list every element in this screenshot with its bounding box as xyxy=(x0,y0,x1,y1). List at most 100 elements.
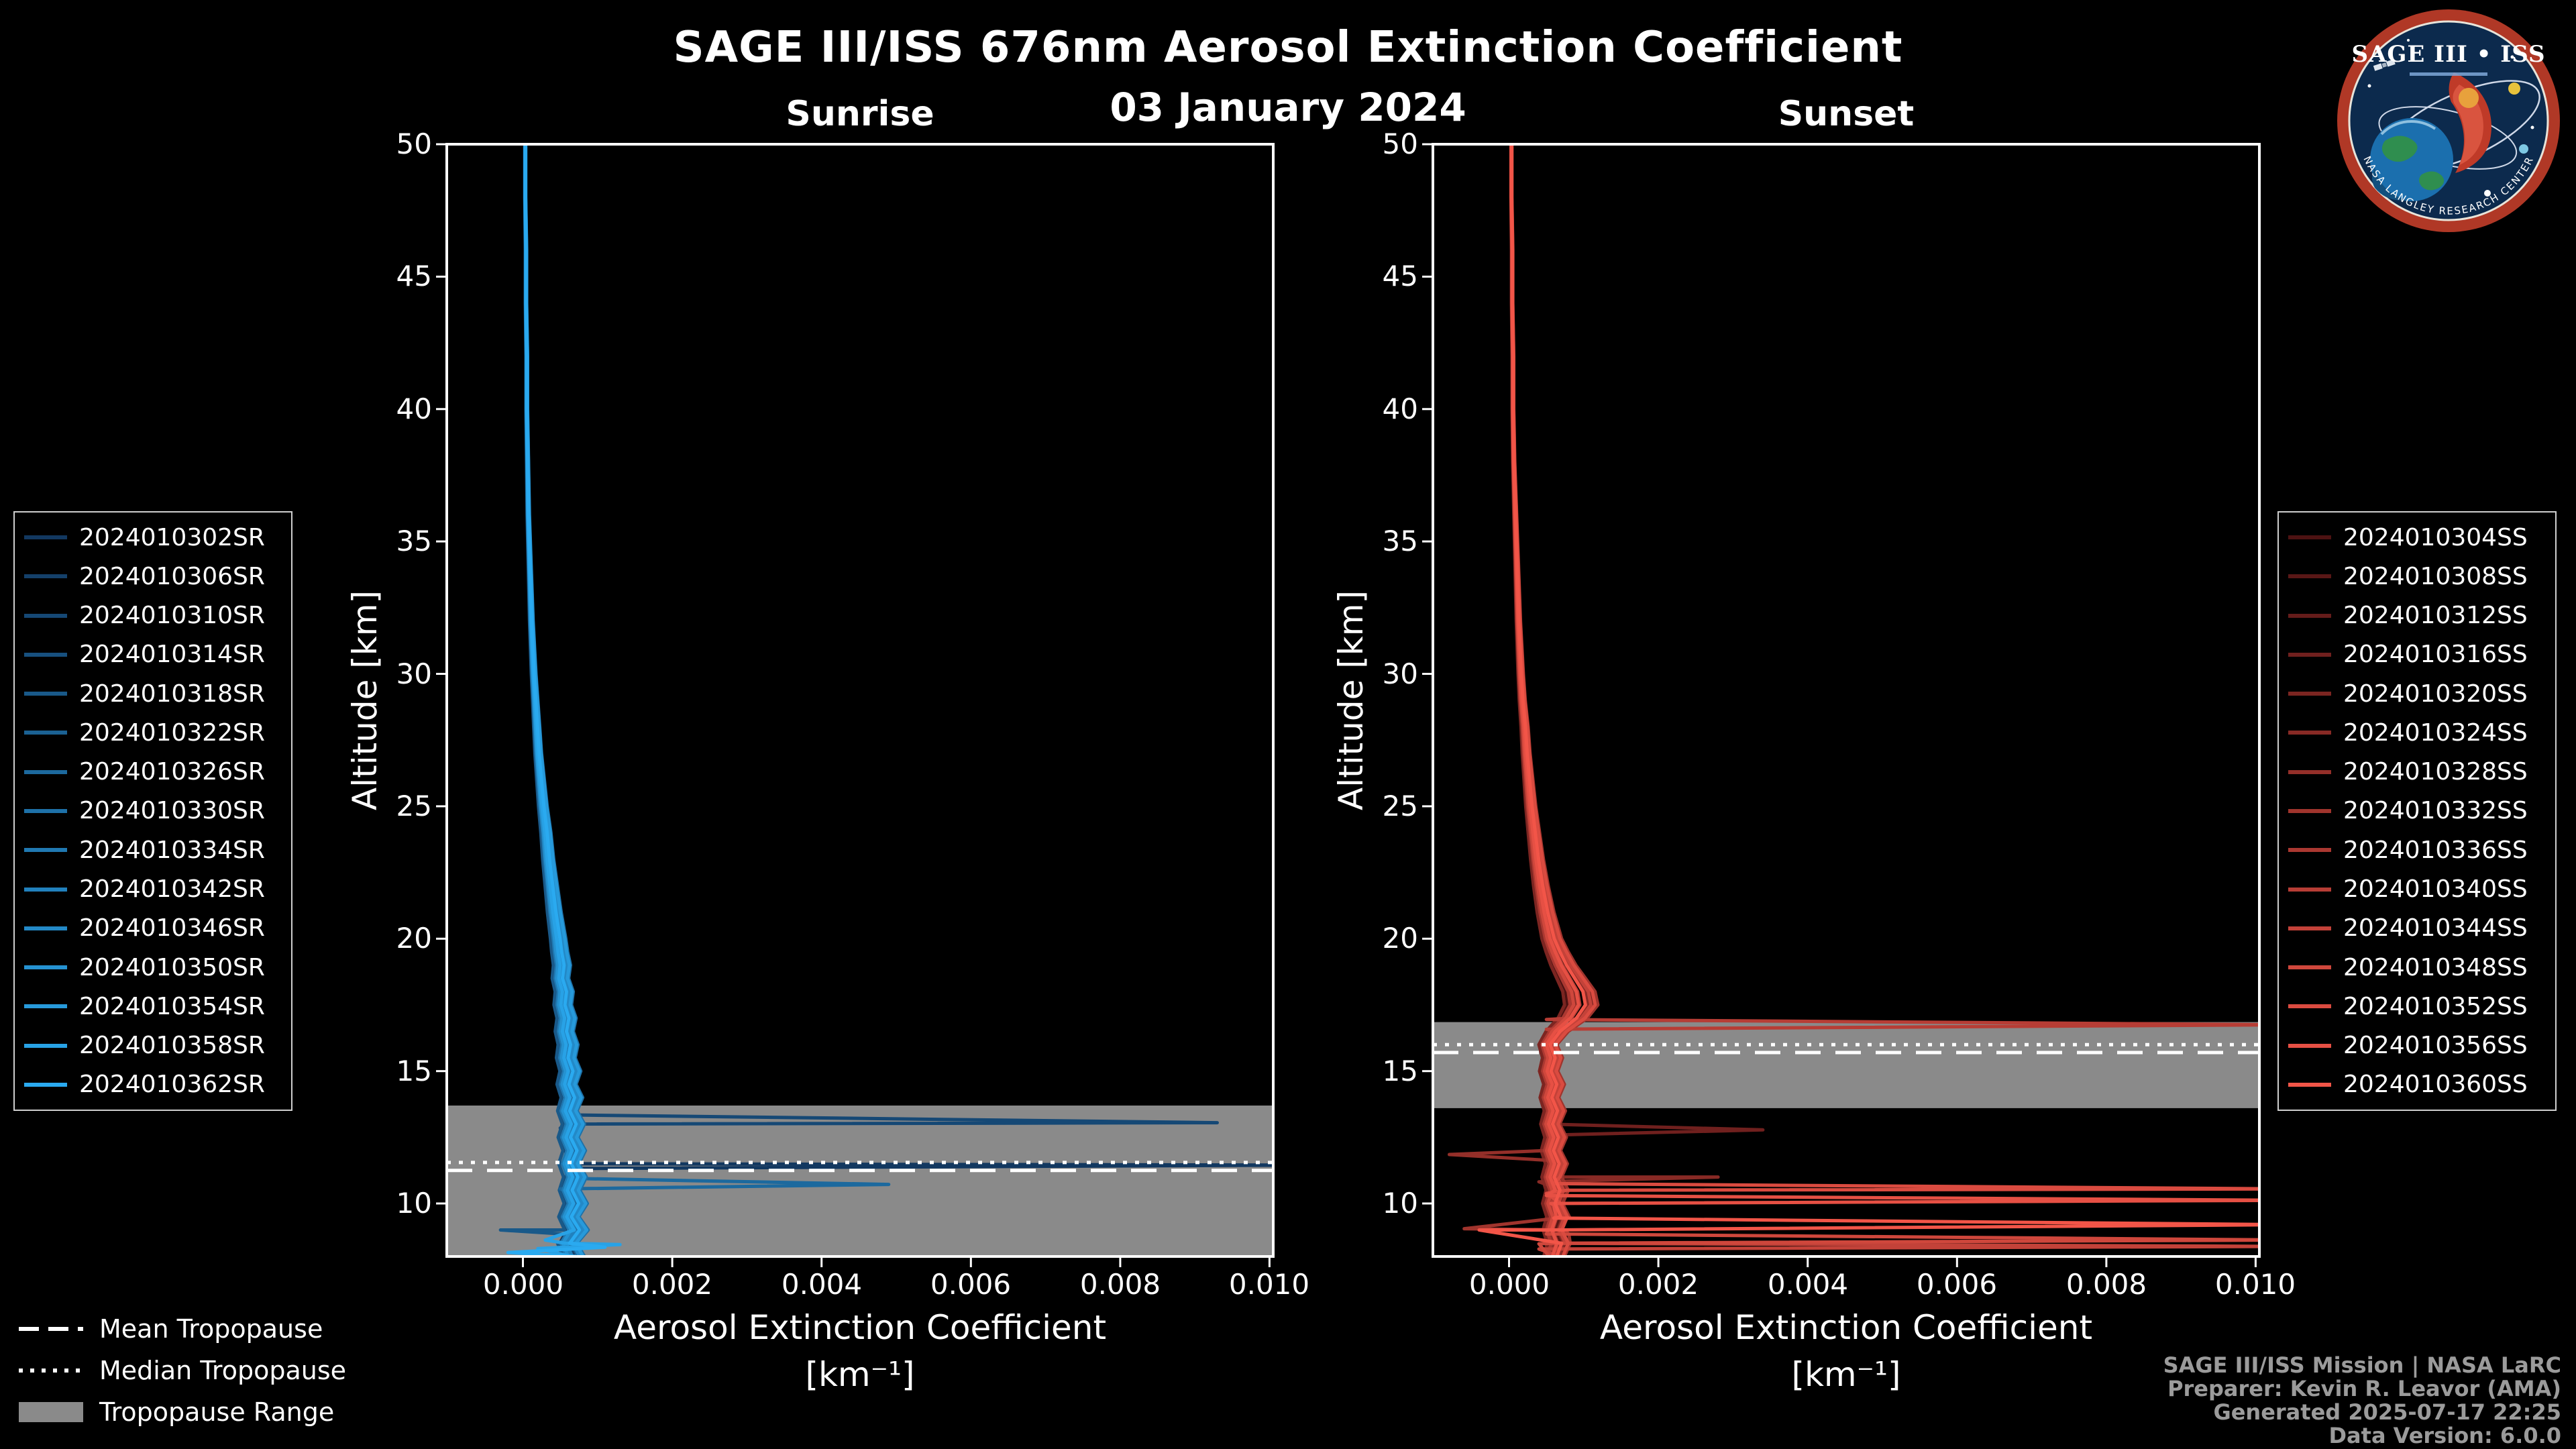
series-color-swatch xyxy=(24,535,67,540)
sunset-x-axis-units: [km⁻¹] xyxy=(1791,1355,1901,1394)
series-color-swatch xyxy=(2288,808,2331,813)
tropopause-range-swatch xyxy=(19,1402,83,1422)
series-label: 2024010346SR xyxy=(79,914,265,943)
y-tick-label: 10 xyxy=(396,1187,432,1220)
legend-item: 2024010354SR xyxy=(24,993,287,1020)
series-label: 2024010308SS xyxy=(2343,562,2528,590)
series-color-swatch xyxy=(24,731,67,735)
series-color-swatch xyxy=(24,1043,67,1048)
series-label: 2024010320SS xyxy=(2343,680,2528,708)
series-color-swatch xyxy=(24,652,67,657)
y-tick-label: 45 xyxy=(1382,260,1418,292)
series-color-swatch xyxy=(2288,692,2331,696)
legend-item: 2024010358SR xyxy=(24,1032,287,1059)
series-color-swatch xyxy=(24,769,67,774)
series-color-swatch xyxy=(2288,535,2331,540)
sage-iss-logo-svg: SAGE III • ISS • NASA LANGLEY RESEARCH C… xyxy=(2337,9,2560,232)
series-color-swatch xyxy=(2288,574,2331,579)
sunset-plot-svg xyxy=(1422,143,2261,1267)
median-tropopause-swatch xyxy=(19,1368,83,1373)
series-label: 2024010318SR xyxy=(79,680,265,708)
series-label: 2024010312SS xyxy=(2343,602,2528,630)
legend-item: 2024010356SS xyxy=(2288,1032,2551,1059)
legend-item: 2024010340SS xyxy=(2288,875,2551,903)
y-tick-label: 10 xyxy=(1382,1187,1418,1220)
sunrise-x-axis-label: Aerosol Extinction Coefficient xyxy=(613,1308,1107,1347)
y-tick-label: 40 xyxy=(1382,392,1418,425)
legend-item: 2024010346SR xyxy=(24,914,287,942)
series-color-swatch xyxy=(24,692,67,696)
y-tick-label: 20 xyxy=(1382,922,1418,955)
series-color-swatch xyxy=(2288,1004,2331,1009)
series-label: 2024010340SS xyxy=(2343,875,2528,904)
legend-item: 2024010326SR xyxy=(24,758,287,786)
legend-item: 2024010304SS xyxy=(2288,524,2551,551)
sage-iss-logo: SAGE III • ISS • NASA LANGLEY RESEARCH C… xyxy=(2333,5,2564,236)
sunrise-legend: 2024010302SR 2024010306SR 2024010310SR 2024… xyxy=(13,511,292,1111)
y-tick-label: 15 xyxy=(1382,1055,1418,1087)
series-label: 2024010334SR xyxy=(79,836,265,864)
series-label: 2024010356SS xyxy=(2343,1032,2528,1060)
legend-item: 2024010312SS xyxy=(2288,602,2551,629)
tropopause-range-label: Tropopause Range xyxy=(99,1397,335,1427)
plot-border xyxy=(445,143,1275,1258)
series-label: 2024010348SS xyxy=(2343,953,2528,981)
legend-item: 2024010322SR xyxy=(24,719,287,747)
series-label: 2024010304SS xyxy=(2343,523,2528,551)
logo-earth-icon xyxy=(2370,118,2453,201)
x-tick-label: 0.006 xyxy=(930,1268,1012,1301)
sunrise-plot-svg xyxy=(436,143,1275,1267)
x-tick-label: 0.004 xyxy=(781,1268,863,1301)
series-label: 2024010342SR xyxy=(79,875,265,904)
y-tick-label: 15 xyxy=(396,1055,432,1087)
x-tick-label: 0.010 xyxy=(2214,1268,2296,1301)
logo-subtitle-text-bar xyxy=(2410,72,2487,76)
sunset-y-axis-label: Altitude [km] xyxy=(1332,590,1371,810)
series-color-swatch xyxy=(2288,769,2331,774)
legend-item: 2024010344SS xyxy=(2288,914,2551,942)
series-color-swatch xyxy=(24,1004,67,1009)
series-label: 2024010350SR xyxy=(79,953,265,981)
y-tick-label: 50 xyxy=(1382,127,1418,160)
tropopause-range-legend-item: Tropopause Range xyxy=(19,1391,346,1433)
mean-tropopause-label: Mean Tropopause xyxy=(99,1314,323,1344)
series-label: 2024010330SR xyxy=(79,797,265,825)
series-label: 2024010328SS xyxy=(2343,758,2528,786)
series-color-swatch xyxy=(2288,731,2331,735)
logo-title: SAGE III • ISS xyxy=(2351,41,2545,68)
legend-item: 2024010314SR xyxy=(24,641,287,668)
credits: SAGE III/ISS Mission | NASA LaRC Prepare… xyxy=(2163,1354,2561,1448)
median-tropopause-label: Median Tropopause xyxy=(99,1356,346,1385)
legend-item: 2024010362SR xyxy=(24,1071,287,1098)
legend-item: 2024010352SS xyxy=(2288,993,2551,1020)
series-color-swatch xyxy=(24,1082,67,1087)
credits-data-version: Data Version: 6.0.0 xyxy=(2328,1423,2561,1448)
series-label: 2024010324SS xyxy=(2343,718,2528,747)
series-color-swatch xyxy=(2288,926,2331,930)
series-color-swatch xyxy=(24,965,67,970)
tropopause-range-band xyxy=(1433,1022,2259,1108)
series-label: 2024010358SR xyxy=(79,1032,265,1060)
legend-item: 2024010302SR xyxy=(24,524,287,551)
series-label: 2024010310SR xyxy=(79,602,265,630)
sunset-plot: 0.000 0.002 0.004 0.006 0.008 0.010 10 15 20 25 30… xyxy=(1383,128,2296,1301)
logo-sun-figure-icon xyxy=(2449,72,2491,173)
series-label: 2024010314SR xyxy=(79,641,265,669)
sunrise-panel-title: Sunrise xyxy=(786,94,934,134)
series-label: 2024010354SR xyxy=(79,992,265,1020)
legend-item: 2024010320SS xyxy=(2288,680,2551,708)
sunset-panel-title: Sunset xyxy=(1778,94,1915,134)
legend-item: 2024010336SS xyxy=(2288,837,2551,864)
credits-mission: SAGE III/ISS Mission | NASA LaRC xyxy=(2163,1352,2561,1378)
sunset-legend: 2024010304SS 2024010308SS 2024010312SS 2024… xyxy=(2277,511,2557,1111)
legend-item: 2024010332SS xyxy=(2288,797,2551,824)
logo-iss-icon xyxy=(2373,59,2396,71)
y-tick-label: 50 xyxy=(396,127,432,160)
y-tick-label: 30 xyxy=(396,657,432,690)
series-color-swatch xyxy=(2288,887,2331,892)
figure-date: 03 January 2024 xyxy=(1110,85,1466,130)
figure-title: SAGE III/ISS 676nm Aerosol Extinction Co… xyxy=(673,23,1903,72)
series-label: 2024010362SR xyxy=(79,1071,265,1099)
sunrise-y-axis-label: Altitude [km] xyxy=(345,590,384,810)
